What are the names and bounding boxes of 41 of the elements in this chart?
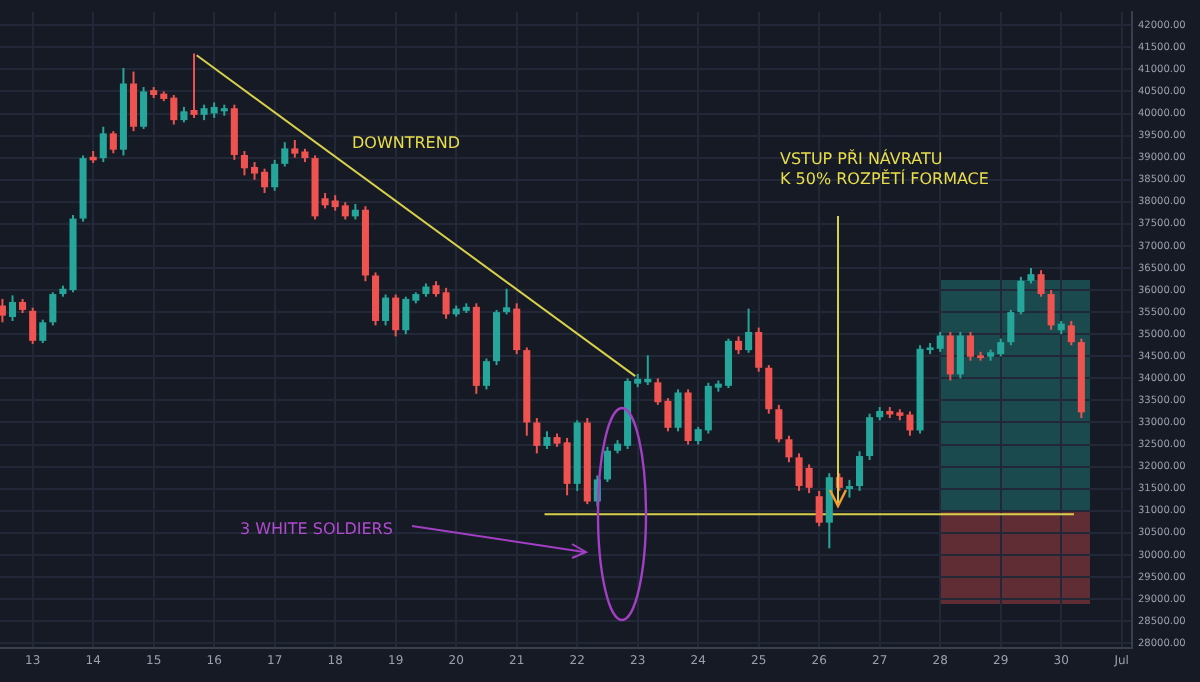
- candlestick: [1067, 319, 1075, 347]
- candlestick: [0, 297, 6, 324]
- candlestick: [382, 293, 390, 327]
- candlestick: [1047, 289, 1055, 331]
- candlestick: [129, 70, 138, 133]
- candlestick: [1017, 275, 1025, 316]
- candlestick: [866, 412, 874, 462]
- candlestick: [765, 364, 773, 415]
- candlestick: [29, 306, 37, 345]
- candlestick: [503, 287, 511, 316]
- candlestick: [140, 86, 148, 130]
- candlestick: [230, 103, 238, 161]
- candlestick: [271, 158, 279, 192]
- candlestick: [956, 331, 964, 380]
- candlestick: [1007, 308, 1015, 347]
- candlestick: [49, 291, 57, 327]
- candlestick: [825, 472, 833, 550]
- candlestick: [856, 450, 864, 492]
- annotation: DOWNTREND: [352, 134, 460, 153]
- annotation: 3 WHITE SOLDIERS: [240, 520, 393, 539]
- candlestick: [533, 417, 541, 455]
- candlestick: [674, 388, 682, 433]
- annotation: VSTUP PŘI NÁVRATU K 50% ROZPĚTÍ FORMACE: [780, 148, 989, 189]
- candlestick: [109, 130, 117, 155]
- candlestick: [946, 331, 954, 382]
- candlestick: [281, 141, 289, 168]
- candlestick: [775, 403, 783, 444]
- candlestick: [1037, 269, 1045, 298]
- candlestick: [190, 52, 198, 119]
- candlestick: [482, 357, 490, 391]
- candlestick: [745, 307, 753, 354]
- candlestick: [755, 326, 763, 373]
- candlestick: [8, 294, 17, 322]
- candlestick: [99, 125, 107, 164]
- candlestick: [372, 271, 380, 327]
- candlestick: [39, 318, 47, 345]
- candlestick: [513, 302, 521, 356]
- candlestick: [785, 434, 793, 464]
- candlestick: [815, 489, 823, 528]
- candlestick: [603, 445, 611, 484]
- candlestick: [392, 293, 400, 338]
